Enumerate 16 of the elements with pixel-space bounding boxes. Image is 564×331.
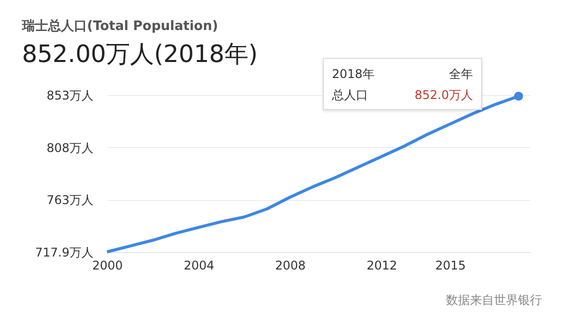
y-tick-label: 717.9万人: [35, 246, 94, 260]
x-tick-label: 2015: [435, 258, 466, 272]
chart-title: 瑞士总人口(Total Population): [21, 18, 218, 34]
chart-subtitle: 852.00万人(2018年): [22, 40, 258, 68]
x-tick-label: 2004: [184, 258, 214, 272]
y-tick-label: 808万人: [46, 140, 94, 155]
x-tick-label: 2000: [92, 258, 123, 272]
y-tick-label: 853万人: [46, 88, 94, 102]
text: 数据来自世界银行: [446, 292, 542, 309]
text: 全年: [449, 66, 473, 83]
x-tick-label: 2012: [366, 258, 398, 272]
annotation: 852.0万人: [414, 87, 473, 104]
annotation: 总人口: [332, 87, 368, 104]
text: 2018年: [332, 66, 375, 83]
x-tick-label: 2008: [275, 258, 306, 272]
y-tick-label: 763万人: [46, 193, 94, 208]
